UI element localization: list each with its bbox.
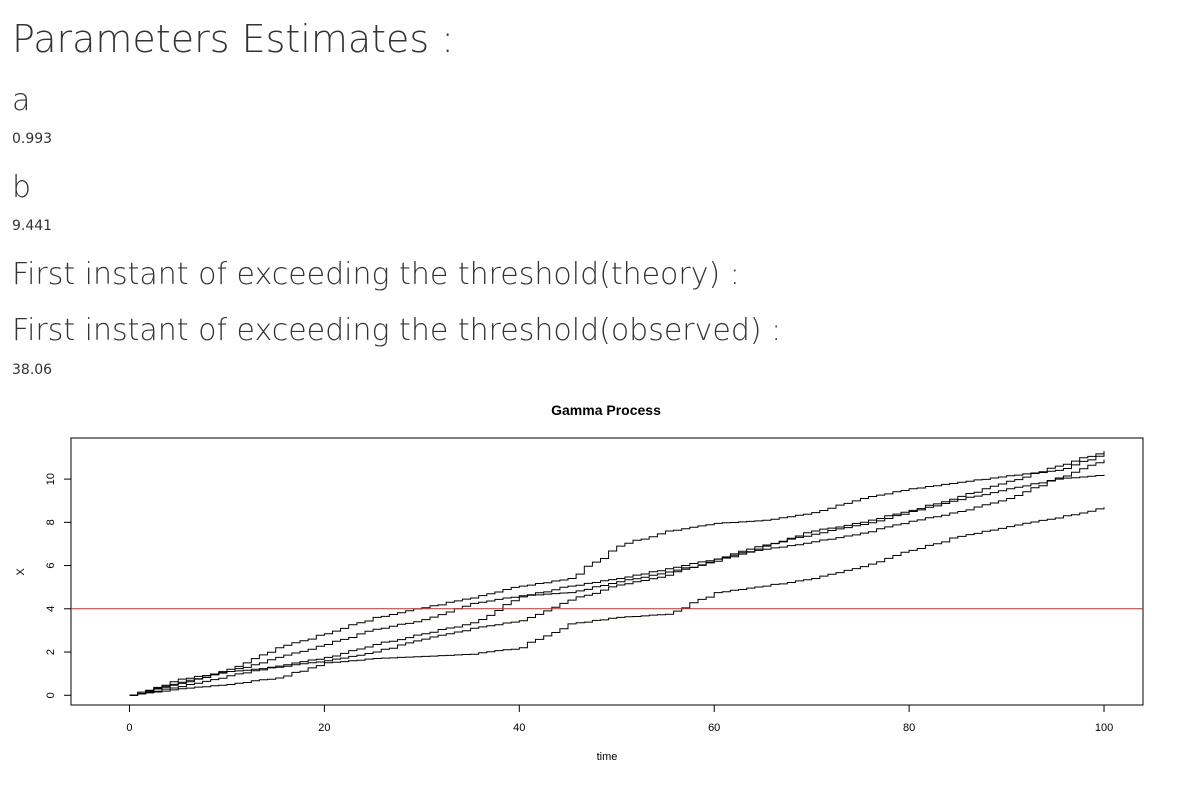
param-b-label: b [12,170,32,205]
param-a-label: a [12,83,31,118]
y-tick-label: 8 [45,519,57,525]
series-line [129,474,1105,696]
y-tick-label: 2 [45,649,57,655]
series-group [129,451,1105,696]
param-a-value: 0.993 [12,131,53,147]
x-tick-label: 80 [903,722,915,734]
theory-threshold-label: First instant of exceeding the threshold… [12,257,740,292]
param-b-value: 9.441 [12,218,53,234]
y-axis: 0 2 4 6 8 10 [45,473,72,698]
series-line [129,453,1105,696]
observed-threshold-value: 38.06 [12,362,53,378]
observed-threshold-label: First instant of exceeding the threshold… [12,313,782,348]
series-line [129,459,1105,696]
y-tick-label: 0 [45,692,57,698]
y-tick-label: 6 [45,562,57,568]
x-tick-label: 20 [318,722,330,734]
x-tick-label: 0 [126,722,132,734]
chart-title: Gamma Process [551,402,661,418]
y-axis-label: X [15,568,27,576]
x-tick-label: 40 [513,722,525,734]
x-tick-label: 100 [1095,722,1113,734]
page-title: Parameters Estimates : [12,17,455,61]
series-line [129,451,1105,696]
plot-frame [70,437,1144,706]
x-tick-label: 60 [708,722,720,734]
x-axis: 0 20 40 60 80 100 [126,704,1113,734]
x-axis-label: time [597,751,618,763]
y-tick-label: 10 [45,473,57,485]
series-line [129,507,1105,696]
y-tick-label: 4 [45,606,57,612]
